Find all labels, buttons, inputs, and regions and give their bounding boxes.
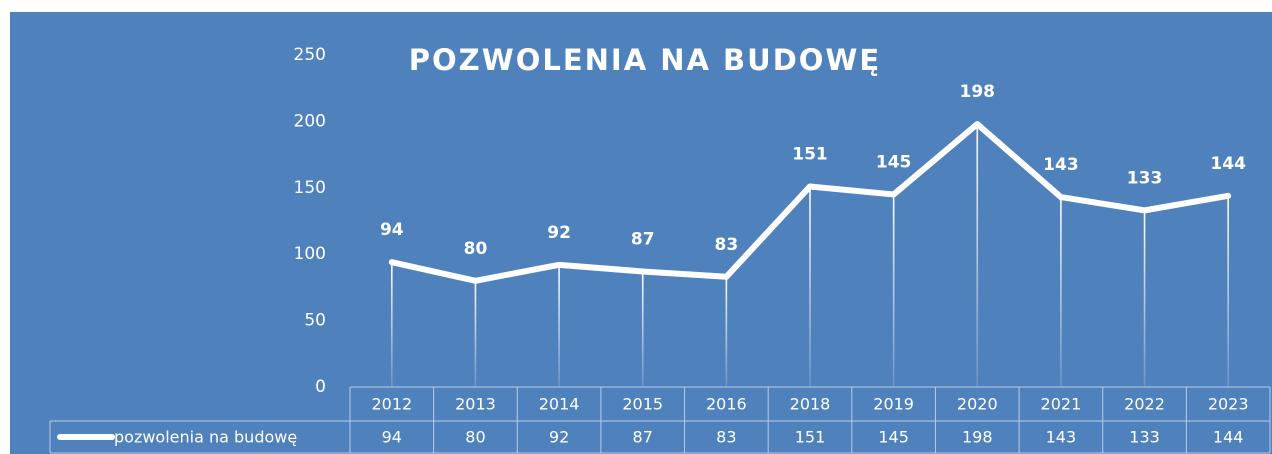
- data-label: 144: [1210, 154, 1246, 174]
- y-tick-label: 0: [315, 377, 326, 397]
- table-value: 83: [716, 428, 736, 447]
- x-tick-label: 2018: [790, 395, 831, 414]
- drop-line: [809, 186, 811, 387]
- table-value: 151: [795, 428, 826, 447]
- drop-line: [641, 271, 644, 387]
- data-label: 83: [715, 235, 739, 255]
- drop-line: [725, 276, 728, 387]
- table-value: 87: [633, 428, 653, 447]
- y-tick-label: 250: [294, 45, 326, 65]
- data-label: 87: [631, 229, 655, 249]
- table-value: 80: [465, 428, 485, 447]
- drop-line: [1143, 210, 1146, 387]
- data-label: 198: [960, 82, 996, 102]
- data-label: 80: [464, 239, 488, 259]
- data-label: 151: [792, 144, 828, 164]
- drop-line: [391, 262, 393, 387]
- chart-title: POZWOLENIA NA BUDOWĘ: [409, 43, 881, 77]
- table-value: 145: [878, 428, 909, 447]
- x-tick-label: 2016: [706, 395, 747, 414]
- x-tick-label: 2012: [371, 395, 412, 414]
- x-tick-label: 2019: [873, 395, 914, 414]
- table-value: 143: [1046, 428, 1077, 447]
- drop-line: [1227, 195, 1229, 387]
- drop-line: [558, 264, 560, 387]
- data-label: 92: [547, 223, 571, 243]
- data-label: 143: [1043, 155, 1079, 175]
- x-tick-label: 2013: [455, 395, 496, 414]
- drop-line: [892, 194, 895, 387]
- data-label: 145: [876, 152, 912, 172]
- x-tick-label: 2014: [539, 395, 580, 414]
- x-tick-label: 2020: [957, 395, 998, 414]
- table-value: 94: [382, 428, 402, 447]
- y-tick-label: 200: [294, 111, 326, 131]
- y-tick-label: 50: [304, 311, 326, 331]
- drop-line: [474, 280, 477, 387]
- table-value: 92: [549, 428, 569, 447]
- line: [388, 121, 1232, 284]
- table-value: 198: [962, 428, 993, 447]
- data-label: 133: [1127, 168, 1163, 188]
- drop-line: [1060, 197, 1062, 387]
- data-label: 94: [380, 220, 404, 240]
- x-tick-label: 2021: [1041, 395, 1082, 414]
- x-tick-label: 2022: [1124, 395, 1165, 414]
- y-tick-label: 100: [294, 244, 326, 264]
- y-tick-label: 150: [294, 178, 326, 198]
- drop-line: [976, 124, 979, 387]
- table-value: 133: [1129, 428, 1160, 447]
- legend-label: pozwolenia na budowę: [114, 428, 297, 447]
- table-value: 144: [1213, 428, 1244, 447]
- x-tick-label: 2015: [622, 395, 663, 414]
- x-tick-label: 2023: [1208, 395, 1249, 414]
